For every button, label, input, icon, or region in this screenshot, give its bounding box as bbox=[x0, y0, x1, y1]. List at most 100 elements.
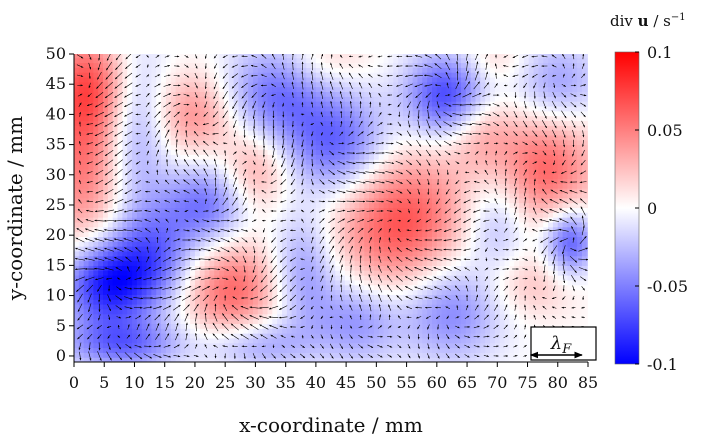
field-cell bbox=[132, 77, 137, 82]
field-cell bbox=[248, 188, 253, 193]
field-cell bbox=[388, 241, 393, 246]
field-cell bbox=[432, 67, 437, 72]
field-cell bbox=[219, 135, 224, 140]
field-cell bbox=[89, 178, 94, 183]
field-cell bbox=[166, 120, 171, 125]
field-cell bbox=[408, 154, 413, 159]
field-cell bbox=[268, 140, 273, 145]
field-cell bbox=[190, 140, 195, 145]
field-cell bbox=[98, 145, 103, 150]
field-cell bbox=[403, 251, 408, 256]
field-cell bbox=[185, 236, 190, 241]
field-cell bbox=[287, 251, 292, 256]
field-cell bbox=[127, 299, 132, 304]
field-cell bbox=[200, 343, 205, 348]
field-cell bbox=[166, 251, 171, 256]
field-cell bbox=[147, 87, 152, 92]
field-cell bbox=[340, 193, 345, 198]
field-cell bbox=[292, 96, 297, 101]
field-cell bbox=[311, 319, 316, 324]
field-cell bbox=[364, 77, 369, 82]
field-cell bbox=[340, 135, 345, 140]
field-cell bbox=[200, 323, 205, 328]
field-cell bbox=[268, 169, 273, 174]
field-cell bbox=[374, 154, 379, 159]
field-cell bbox=[185, 304, 190, 309]
field-cell bbox=[306, 236, 311, 241]
field-cell bbox=[287, 280, 292, 285]
field-cell bbox=[258, 58, 263, 63]
field-cell bbox=[316, 256, 321, 261]
field-cell bbox=[282, 96, 287, 101]
field-cell bbox=[345, 111, 350, 116]
field-cell bbox=[147, 203, 152, 208]
field-cell bbox=[185, 193, 190, 198]
field-cell bbox=[214, 275, 219, 280]
field-cell bbox=[238, 203, 243, 208]
field-cell bbox=[142, 212, 147, 217]
field-cell bbox=[403, 328, 408, 333]
field-cell bbox=[268, 275, 273, 280]
field-cell bbox=[388, 159, 393, 164]
field-cell bbox=[84, 116, 89, 121]
field-cell bbox=[292, 111, 297, 116]
field-cell bbox=[306, 96, 311, 101]
field-cell bbox=[408, 188, 413, 193]
field-cell bbox=[118, 58, 123, 63]
field-cell bbox=[248, 120, 253, 125]
field-cell bbox=[384, 62, 389, 67]
field-cell bbox=[301, 304, 306, 309]
field-cell bbox=[369, 135, 374, 140]
field-cell bbox=[403, 62, 408, 67]
field-cell bbox=[268, 222, 273, 227]
field-cell bbox=[98, 174, 103, 179]
field-cell bbox=[185, 246, 190, 251]
field-cell bbox=[151, 116, 156, 121]
field-cell bbox=[364, 319, 369, 324]
field-cell bbox=[277, 62, 282, 67]
field-cell bbox=[74, 125, 79, 130]
field-cell bbox=[355, 323, 360, 328]
field-cell bbox=[156, 352, 161, 357]
field-cell bbox=[93, 343, 98, 348]
field-cell bbox=[93, 280, 98, 285]
field-cell bbox=[442, 125, 447, 130]
field-cell bbox=[417, 67, 422, 72]
field-cell bbox=[142, 348, 147, 353]
field-cell bbox=[79, 125, 84, 130]
field-cell bbox=[219, 299, 224, 304]
field-cell bbox=[297, 135, 302, 140]
field-cell bbox=[326, 343, 331, 348]
field-cell bbox=[209, 198, 214, 203]
field-cell bbox=[108, 116, 113, 121]
field-cell bbox=[219, 91, 224, 96]
field-cell bbox=[427, 96, 432, 101]
field-cell bbox=[132, 67, 137, 72]
field-cell bbox=[393, 149, 398, 154]
field-cell bbox=[417, 304, 422, 309]
field-cell bbox=[243, 203, 248, 208]
field-cell bbox=[108, 270, 113, 275]
field-cell bbox=[330, 96, 335, 101]
field-cell bbox=[393, 96, 398, 101]
field-cell bbox=[103, 309, 108, 314]
field-cell bbox=[306, 91, 311, 96]
field-cell bbox=[306, 323, 311, 328]
field-cell bbox=[156, 77, 161, 82]
field-cell bbox=[326, 149, 331, 154]
field-cell bbox=[413, 125, 418, 130]
field-cell bbox=[427, 280, 432, 285]
field-cell bbox=[93, 212, 98, 217]
field-cell bbox=[258, 178, 263, 183]
field-cell bbox=[74, 270, 79, 275]
field-cell bbox=[277, 125, 282, 130]
field-cell bbox=[437, 106, 442, 111]
field-cell bbox=[359, 67, 364, 72]
field-cell bbox=[379, 227, 384, 232]
field-cell bbox=[108, 135, 113, 140]
field-cell bbox=[89, 251, 94, 256]
field-cell bbox=[224, 193, 229, 198]
field-cell bbox=[214, 217, 219, 222]
field-cell bbox=[350, 299, 355, 304]
field-cell bbox=[413, 169, 418, 174]
